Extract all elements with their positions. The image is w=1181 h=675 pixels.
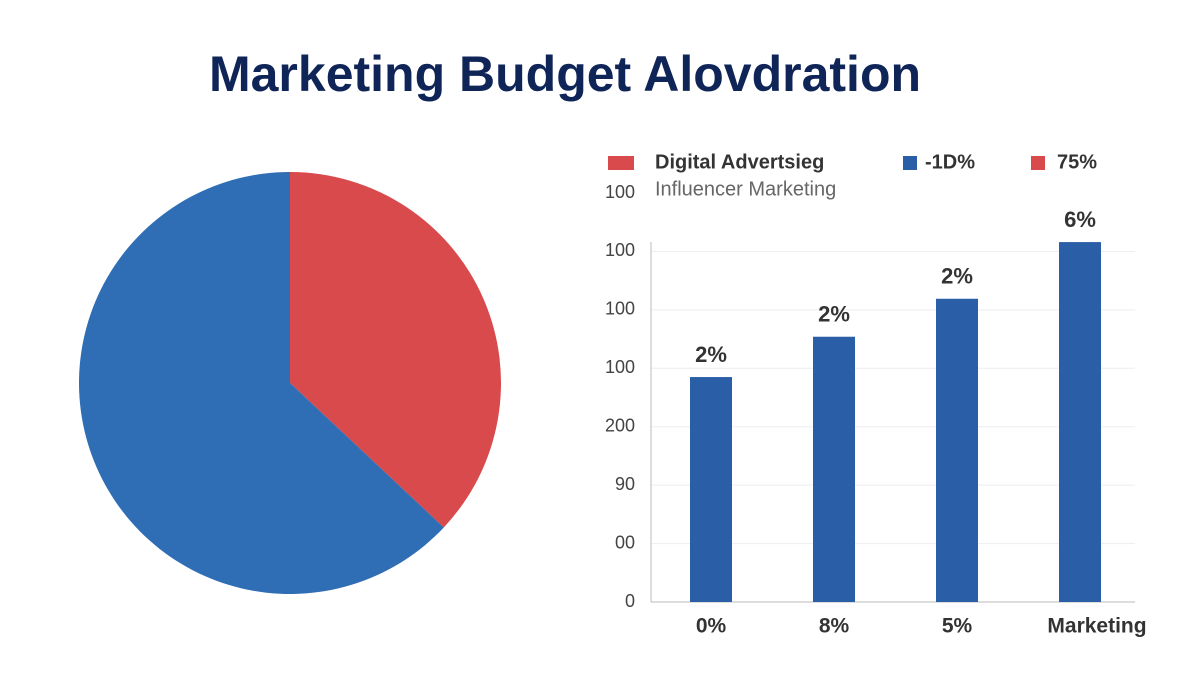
legend-label: -1D% [925,151,975,173]
bar-annotation: 2% [941,264,973,289]
y-tick-label: 0 [625,591,635,611]
x-tick-label: 5% [942,615,973,638]
pie-slice [290,172,502,528]
legend-label: 75% [1057,151,1097,173]
x-tick-label: 8% [819,615,850,638]
legend-label: Digital Advertsieg [655,151,824,173]
y-tick-label: 100 [605,182,635,202]
legend-swatch [608,156,634,170]
bar [1059,242,1101,602]
legend-swatch [903,156,917,170]
y-tick-label: 100 [605,357,635,377]
y-tick-label: 100 [605,299,635,319]
bar-annotation: 2% [818,302,850,327]
y-tick-label: 90 [615,474,635,494]
bar-annotation: 2% [695,342,727,367]
legend-swatch [1031,156,1045,170]
pie-slice [79,171,444,594]
bar [936,298,978,602]
legend-label: Influencer Marketing [655,178,836,200]
chart-title: Marketing Budget Alovdration [209,46,921,102]
y-tick-label: 100 [605,240,635,260]
y-tick-label: 200 [605,415,635,435]
y-tick-label: 00 [615,532,635,552]
x-tick-label: 0% [696,615,727,638]
x-tick-label: Marketing [1047,615,1146,638]
bar [690,377,732,602]
bar [813,336,855,602]
bar-annotation: 6% [1064,207,1096,232]
